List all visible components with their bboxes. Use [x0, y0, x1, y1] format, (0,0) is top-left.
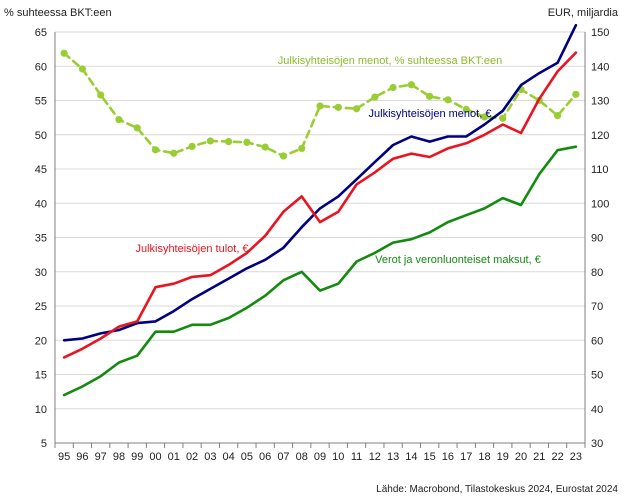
label-revenue-eur: Julkisyhteisöjen tulot, € [135, 243, 248, 255]
y-left-tick-label: 20 [35, 335, 47, 347]
label-taxes-eur: Verot ja veronluonteiset maksut, € [375, 254, 541, 266]
x-tick-label: 07 [277, 451, 289, 463]
y-left-tick-label: 15 [35, 370, 47, 382]
series-point-0 [243, 138, 251, 146]
y-right-tick-label: 70 [591, 301, 603, 313]
x-tick-label: 23 [570, 451, 582, 463]
x-tick-label: 96 [76, 451, 88, 463]
series-point-0 [170, 149, 178, 157]
gridlines [55, 31, 585, 444]
y-right-tick-label: 30 [591, 438, 603, 450]
series-point-0 [188, 142, 196, 150]
x-tick-label: 04 [222, 451, 234, 463]
series-point-0 [316, 102, 324, 110]
x-tick-label: 02 [186, 451, 198, 463]
series-point-0 [279, 152, 288, 160]
x-tick-label: 19 [497, 451, 509, 463]
y-left-tick-label: 60 [35, 61, 47, 73]
x-tick-label: 11 [351, 451, 362, 463]
x-tick-label: 21 [533, 451, 545, 463]
y-left-tick-label: 55 [35, 96, 47, 108]
series-point-0 [115, 116, 123, 124]
y-left-tick-label: 65 [35, 27, 47, 39]
y-right-tick-label: 130 [591, 96, 609, 108]
x-tick-label: 10 [332, 451, 344, 463]
y-right-tick-label: 40 [591, 404, 603, 416]
series-point-0 [97, 91, 105, 99]
series-point-0 [334, 103, 342, 111]
series-line-0 [62, 51, 578, 158]
series-point-0 [426, 92, 434, 100]
y-left-tick-label: 40 [35, 198, 47, 210]
y-right-tick-label: 60 [591, 335, 603, 347]
series-point-0 [553, 111, 562, 120]
y-left-tick-label: 5 [41, 438, 47, 450]
series-point-0 [151, 146, 160, 154]
series-point-0 [444, 96, 452, 104]
label-expenditure-eur: Julkisyhteisöjen menot, € [369, 108, 492, 120]
x-tick-label: 01 [168, 451, 180, 463]
y-right-tick-label: 80 [591, 267, 603, 279]
series-line-3 [62, 145, 578, 397]
x-tick-label: 05 [241, 451, 253, 463]
series-point-0 [261, 143, 269, 151]
x-tick-label: 16 [442, 451, 454, 463]
series-point-0 [78, 65, 87, 73]
y-left-tick-label: 30 [35, 267, 47, 279]
series-point-0 [572, 90, 580, 98]
x-tick-label: 99 [131, 451, 143, 463]
y-right-tick-label: 100 [591, 198, 609, 210]
series-point-0 [225, 138, 233, 146]
series-point-0 [298, 144, 306, 153]
y-right-tick-label: 90 [591, 233, 603, 245]
x-tick-label: 12 [369, 451, 381, 463]
series-point-0 [352, 105, 361, 113]
x-tick-label: 08 [296, 451, 308, 463]
x-tick-label: 20 [515, 451, 527, 463]
x-tick-label: 97 [95, 451, 107, 463]
x-tick-label: 17 [460, 451, 472, 463]
series-point-0 [133, 124, 141, 132]
source-note: Lähde: Macrobond, Tilastokeskus 2024, Eu… [376, 484, 618, 495]
series-layer [60, 23, 580, 397]
series-point-0 [60, 49, 68, 57]
series-line-2 [62, 51, 578, 359]
y-left-tick-label: 35 [35, 233, 47, 245]
x-tick-label: 15 [424, 451, 436, 463]
x-tick-label: 18 [478, 451, 490, 463]
y-right-tick-label: 140 [591, 61, 609, 73]
y-left-tick-label: 50 [35, 130, 47, 142]
x-tick-label: 98 [113, 451, 125, 463]
series-point-0 [499, 114, 507, 122]
axes: 5 10 15 20 25 30 35 40 45 50 55 60 65 30 40 50 60 70 80 90 1… [35, 27, 610, 463]
x-tick-label: 95 [58, 451, 70, 463]
series-point-0 [371, 93, 379, 101]
series-point-0 [206, 137, 214, 145]
series-line-1 [62, 23, 578, 342]
x-tick-label: 03 [204, 451, 216, 463]
series-point-0 [407, 81, 415, 89]
series-point-0 [480, 113, 489, 121]
right-axis-title: EUR, miljardia [548, 7, 619, 19]
x-tick-label: 06 [259, 451, 271, 463]
x-tick-label: 00 [149, 451, 161, 463]
y-right-tick-label: 150 [591, 27, 609, 39]
label-expenditure-pct: Julkisyhteisöjen menot, % suhteessa BKT:… [278, 55, 502, 67]
left-axis-title: % suhteessa BKT:een [4, 7, 112, 19]
y-left-tick-label: 25 [35, 301, 47, 313]
series-point-0 [389, 83, 397, 92]
y-right-tick-label: 120 [591, 130, 609, 142]
series-point-0 [462, 105, 470, 114]
y-right-tick-label: 50 [591, 370, 603, 382]
x-tick-label: 22 [551, 451, 563, 463]
x-tick-label: 14 [405, 451, 417, 463]
x-tick-label: 09 [314, 451, 326, 463]
y-right-tick-label: 110 [591, 164, 609, 176]
y-left-tick-label: 10 [35, 404, 47, 416]
y-left-tick-label: 45 [35, 164, 47, 176]
x-tick-label: 13 [387, 451, 399, 463]
